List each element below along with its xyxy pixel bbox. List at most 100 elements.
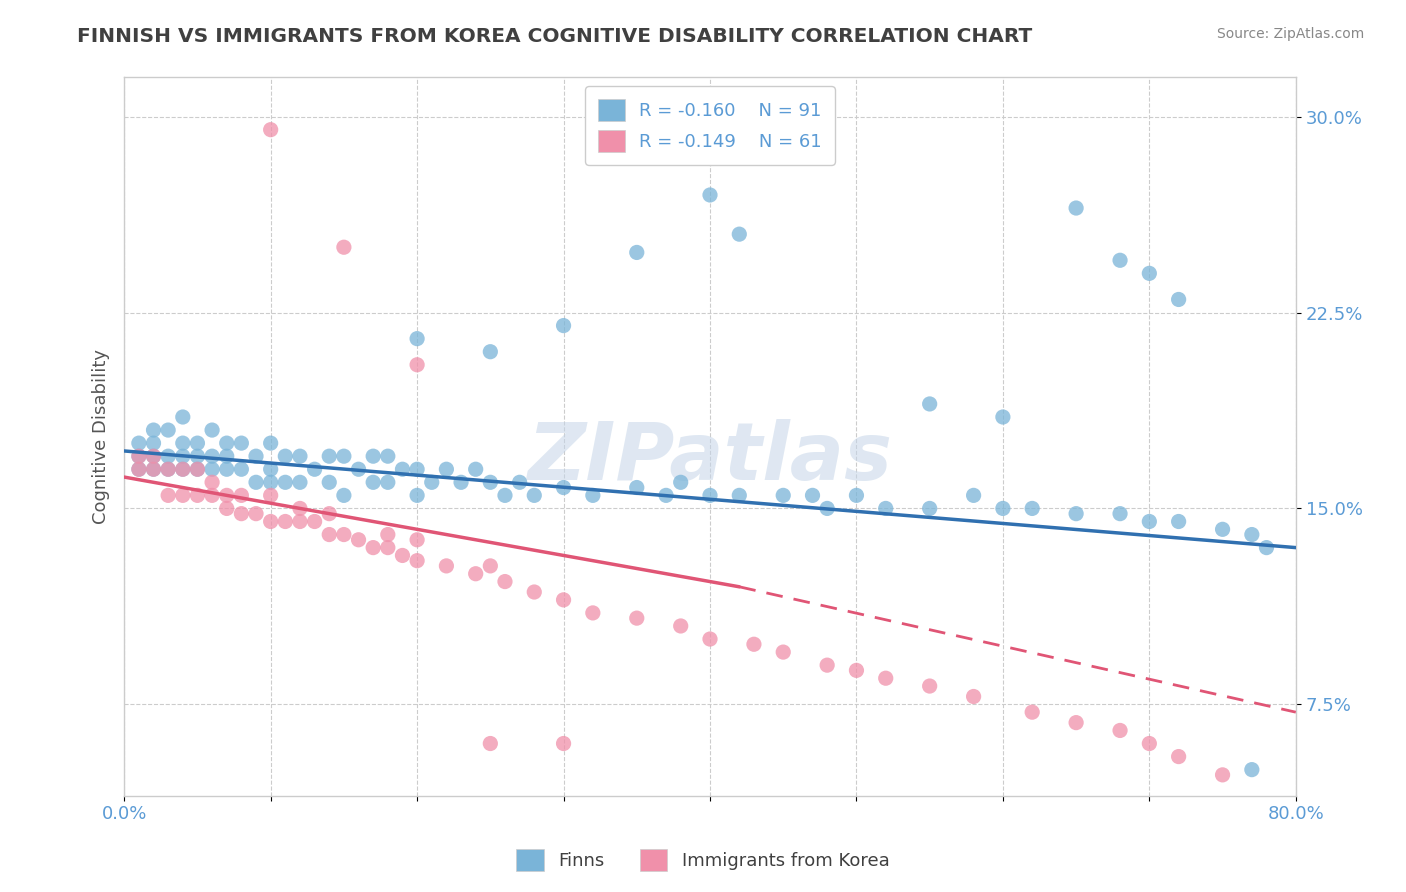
Point bbox=[186, 462, 208, 476]
Point bbox=[201, 462, 224, 476]
Point bbox=[669, 619, 692, 633]
Point bbox=[245, 475, 267, 490]
Point bbox=[304, 515, 326, 529]
Point bbox=[1240, 763, 1263, 777]
Point bbox=[406, 462, 429, 476]
Point bbox=[479, 475, 502, 490]
Point bbox=[333, 527, 356, 541]
Point bbox=[318, 527, 340, 541]
Point bbox=[918, 501, 941, 516]
Point bbox=[553, 318, 575, 333]
Point bbox=[304, 462, 326, 476]
Point bbox=[157, 449, 180, 463]
Point bbox=[142, 423, 165, 437]
Point bbox=[728, 227, 751, 242]
Point bbox=[815, 501, 838, 516]
Point bbox=[186, 488, 208, 502]
Point bbox=[509, 475, 531, 490]
Point bbox=[875, 501, 897, 516]
Point bbox=[626, 611, 648, 625]
Point bbox=[699, 488, 721, 502]
Legend: Finns, Immigrants from Korea: Finns, Immigrants from Korea bbox=[509, 842, 897, 879]
Point bbox=[231, 436, 253, 450]
Point bbox=[669, 475, 692, 490]
Point bbox=[128, 436, 150, 450]
Point bbox=[361, 449, 384, 463]
Point bbox=[274, 449, 297, 463]
Legend: R = -0.160    N = 91, R = -0.149    N = 61: R = -0.160 N = 91, R = -0.149 N = 61 bbox=[585, 87, 835, 165]
Point bbox=[494, 488, 516, 502]
Point bbox=[1021, 501, 1043, 516]
Point bbox=[260, 462, 283, 476]
Point bbox=[479, 558, 502, 573]
Point bbox=[875, 671, 897, 685]
Point bbox=[128, 462, 150, 476]
Point bbox=[377, 527, 399, 541]
Point bbox=[553, 592, 575, 607]
Point bbox=[260, 436, 283, 450]
Point bbox=[333, 449, 356, 463]
Point bbox=[333, 488, 356, 502]
Point bbox=[699, 188, 721, 202]
Point bbox=[434, 558, 457, 573]
Point bbox=[1064, 715, 1087, 730]
Point bbox=[406, 533, 429, 547]
Point bbox=[1212, 768, 1234, 782]
Point bbox=[1256, 541, 1278, 555]
Point bbox=[962, 488, 984, 502]
Point bbox=[142, 462, 165, 476]
Point bbox=[991, 409, 1014, 424]
Point bbox=[347, 462, 370, 476]
Point bbox=[201, 475, 224, 490]
Point bbox=[288, 501, 311, 516]
Point bbox=[318, 475, 340, 490]
Point bbox=[186, 436, 208, 450]
Point bbox=[157, 488, 180, 502]
Point bbox=[288, 515, 311, 529]
Text: FINNISH VS IMMIGRANTS FROM KOREA COGNITIVE DISABILITY CORRELATION CHART: FINNISH VS IMMIGRANTS FROM KOREA COGNITI… bbox=[77, 27, 1032, 45]
Point bbox=[582, 606, 605, 620]
Point bbox=[553, 481, 575, 495]
Point bbox=[699, 632, 721, 646]
Point bbox=[553, 737, 575, 751]
Point bbox=[157, 423, 180, 437]
Point bbox=[128, 462, 150, 476]
Point bbox=[215, 436, 238, 450]
Point bbox=[479, 344, 502, 359]
Point bbox=[1021, 705, 1043, 719]
Point bbox=[1137, 737, 1160, 751]
Point bbox=[361, 475, 384, 490]
Point bbox=[172, 488, 194, 502]
Point bbox=[391, 549, 413, 563]
Point bbox=[845, 664, 868, 678]
Point bbox=[288, 449, 311, 463]
Point bbox=[728, 488, 751, 502]
Point bbox=[318, 507, 340, 521]
Point bbox=[406, 358, 429, 372]
Point bbox=[201, 423, 224, 437]
Point bbox=[288, 475, 311, 490]
Point bbox=[464, 462, 486, 476]
Point bbox=[333, 240, 356, 254]
Point bbox=[464, 566, 486, 581]
Point bbox=[172, 462, 194, 476]
Point bbox=[142, 436, 165, 450]
Point bbox=[962, 690, 984, 704]
Point bbox=[172, 449, 194, 463]
Point bbox=[626, 245, 648, 260]
Point bbox=[1064, 201, 1087, 215]
Point bbox=[274, 515, 297, 529]
Text: Source: ZipAtlas.com: Source: ZipAtlas.com bbox=[1216, 27, 1364, 41]
Point bbox=[1064, 507, 1087, 521]
Point bbox=[450, 475, 472, 490]
Point bbox=[186, 449, 208, 463]
Point bbox=[991, 501, 1014, 516]
Point bbox=[479, 737, 502, 751]
Point bbox=[215, 488, 238, 502]
Point bbox=[260, 122, 283, 136]
Point bbox=[815, 658, 838, 673]
Point bbox=[1167, 293, 1189, 307]
Point bbox=[582, 488, 605, 502]
Point bbox=[142, 462, 165, 476]
Point bbox=[128, 449, 150, 463]
